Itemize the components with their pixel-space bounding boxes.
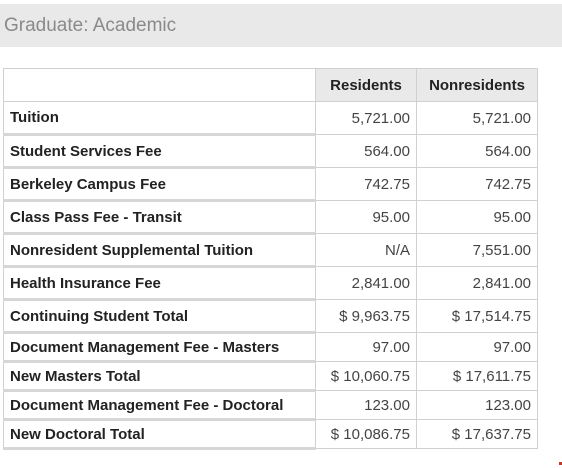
- residents-value: $ 10,060.75: [315, 361, 417, 391]
- column-header-residents: Residents: [315, 68, 417, 102]
- table-row: Document Management Fee - Masters 97.00 …: [3, 332, 538, 363]
- column-header-blank: [3, 68, 316, 102]
- table-row: Continuing Student Total $ 9,963.75 $ 17…: [3, 299, 538, 334]
- nonresidents-value: $ 17,611.75: [416, 361, 538, 391]
- residents-value: 2,841.00: [315, 266, 417, 300]
- nonresidents-value: $ 17,514.75: [416, 299, 538, 333]
- table-header-row: Residents Nonresidents: [3, 68, 538, 102]
- nonresidents-value: 97.00: [416, 332, 538, 362]
- table-row: Tuition 5,721.00 5,721.00: [3, 101, 538, 136]
- nonresidents-value: 123.00: [416, 390, 538, 420]
- nonresidents-value: 5,721.00: [416, 101, 538, 135]
- row-label: New Masters Total: [3, 361, 316, 392]
- row-label: Health Insurance Fee: [3, 266, 316, 301]
- row-label: Student Services Fee: [3, 134, 316, 169]
- residents-value: 95.00: [315, 200, 417, 234]
- page-header: Graduate: Academic: [0, 4, 562, 47]
- nonresidents-value: $ 17,637.75: [416, 419, 538, 449]
- residents-value: 97.00: [315, 332, 417, 362]
- residents-value: 742.75: [315, 167, 417, 201]
- residents-value: 123.00: [315, 390, 417, 420]
- residents-value: N/A: [315, 233, 417, 267]
- nonresidents-value: 2,841.00: [416, 266, 538, 300]
- residents-value: $ 9,963.75: [315, 299, 417, 333]
- residents-value: $ 10,086.75: [315, 419, 417, 449]
- row-label: Nonresident Supplemental Tuition: [3, 233, 316, 268]
- row-label: Berkeley Campus Fee: [3, 167, 316, 202]
- nonresidents-value: 95.00: [416, 200, 538, 234]
- residents-value: 564.00: [315, 134, 417, 168]
- table-row: New Masters Total $ 10,060.75 $ 17,611.7…: [3, 361, 538, 392]
- row-label: Class Pass Fee - Transit: [3, 200, 316, 235]
- table-row: Health Insurance Fee 2,841.00 2,841.00: [3, 266, 538, 301]
- row-label: Document Management Fee - Masters: [3, 332, 316, 363]
- row-label: Continuing Student Total: [3, 299, 316, 334]
- fees-table: Residents Nonresidents Tuition 5,721.00 …: [3, 68, 538, 450]
- nonresidents-value: 7,551.00: [416, 233, 538, 267]
- table-row: New Doctoral Total $ 10,086.75 $ 17,637.…: [3, 419, 538, 450]
- row-label: New Doctoral Total: [3, 419, 316, 450]
- table-row: Class Pass Fee - Transit 95.00 95.00: [3, 200, 538, 235]
- page-title: Graduate: Academic: [4, 14, 177, 36]
- row-label: Document Management Fee - Doctoral: [3, 390, 316, 421]
- table-row: Document Management Fee - Doctoral 123.0…: [3, 390, 538, 421]
- corner-mark: [559, 462, 562, 465]
- nonresidents-value: 742.75: [416, 167, 538, 201]
- table-row: Nonresident Supplemental Tuition N/A 7,5…: [3, 233, 538, 268]
- table-row: Berkeley Campus Fee 742.75 742.75: [3, 167, 538, 202]
- table-row: Student Services Fee 564.00 564.00: [3, 134, 538, 169]
- residents-value: 5,721.00: [315, 101, 417, 135]
- nonresidents-value: 564.00: [416, 134, 538, 168]
- column-header-nonresidents: Nonresidents: [416, 68, 538, 102]
- row-label: Tuition: [3, 101, 316, 136]
